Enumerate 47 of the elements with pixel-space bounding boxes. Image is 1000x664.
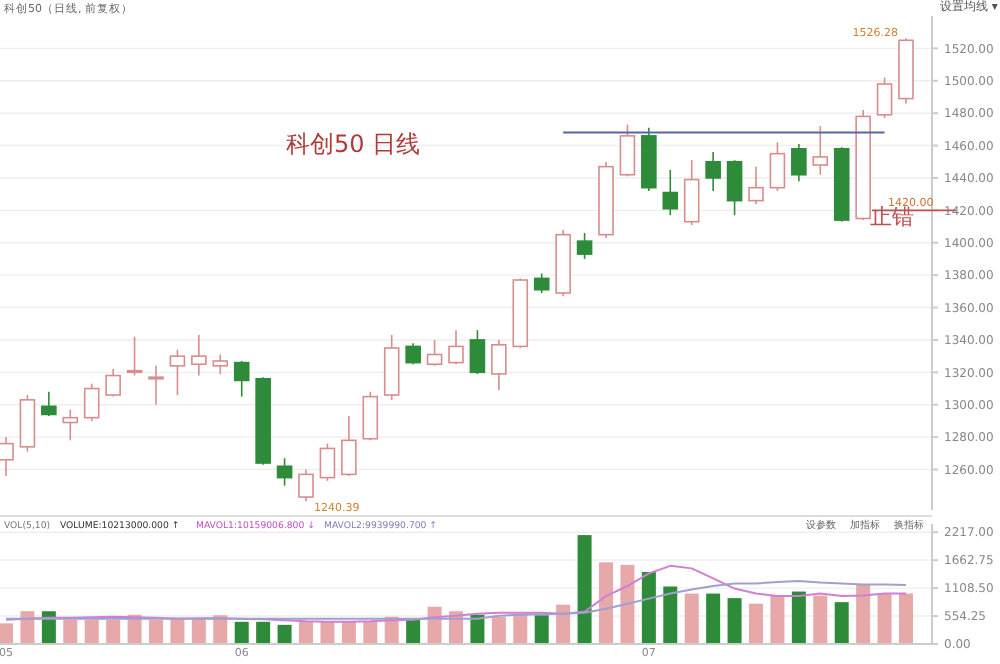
annotation: 科创50 日线 xyxy=(286,130,421,158)
bar xyxy=(791,591,806,644)
line-series xyxy=(5,564,907,623)
bar xyxy=(834,602,849,644)
bar xyxy=(706,593,721,644)
candlestick xyxy=(62,408,79,442)
candlestick xyxy=(705,151,721,192)
candlestick xyxy=(791,143,807,183)
line-series xyxy=(5,579,907,620)
bar xyxy=(556,604,571,644)
bar xyxy=(106,619,121,644)
bar xyxy=(491,616,506,644)
candlestick xyxy=(683,159,700,226)
bar xyxy=(577,535,592,644)
bar xyxy=(877,593,892,644)
candlestick xyxy=(491,339,507,391)
bar xyxy=(363,621,378,644)
bar xyxy=(234,621,249,644)
bar xyxy=(84,619,99,644)
candlestick xyxy=(191,334,207,377)
bar xyxy=(534,615,549,644)
candlestick xyxy=(83,382,100,422)
bar xyxy=(299,621,313,644)
candlestick xyxy=(598,160,614,239)
bar xyxy=(599,562,613,644)
bar xyxy=(727,598,742,644)
candlestick xyxy=(662,169,679,217)
bar xyxy=(0,623,13,644)
candlestick xyxy=(748,165,764,205)
bar xyxy=(749,603,763,644)
bar xyxy=(277,624,292,644)
bar xyxy=(20,611,35,644)
bar xyxy=(770,595,785,644)
candlestick xyxy=(148,365,164,406)
bar xyxy=(641,571,656,644)
bar xyxy=(620,564,635,644)
bar xyxy=(813,595,828,644)
candlestick xyxy=(812,125,829,176)
bar xyxy=(149,619,163,644)
bar xyxy=(63,619,78,644)
bar xyxy=(899,593,913,644)
bar xyxy=(256,621,271,644)
bar xyxy=(856,584,871,644)
candlestick xyxy=(212,353,229,375)
bar xyxy=(684,593,699,644)
bar xyxy=(663,586,678,644)
candlestick xyxy=(383,334,400,401)
